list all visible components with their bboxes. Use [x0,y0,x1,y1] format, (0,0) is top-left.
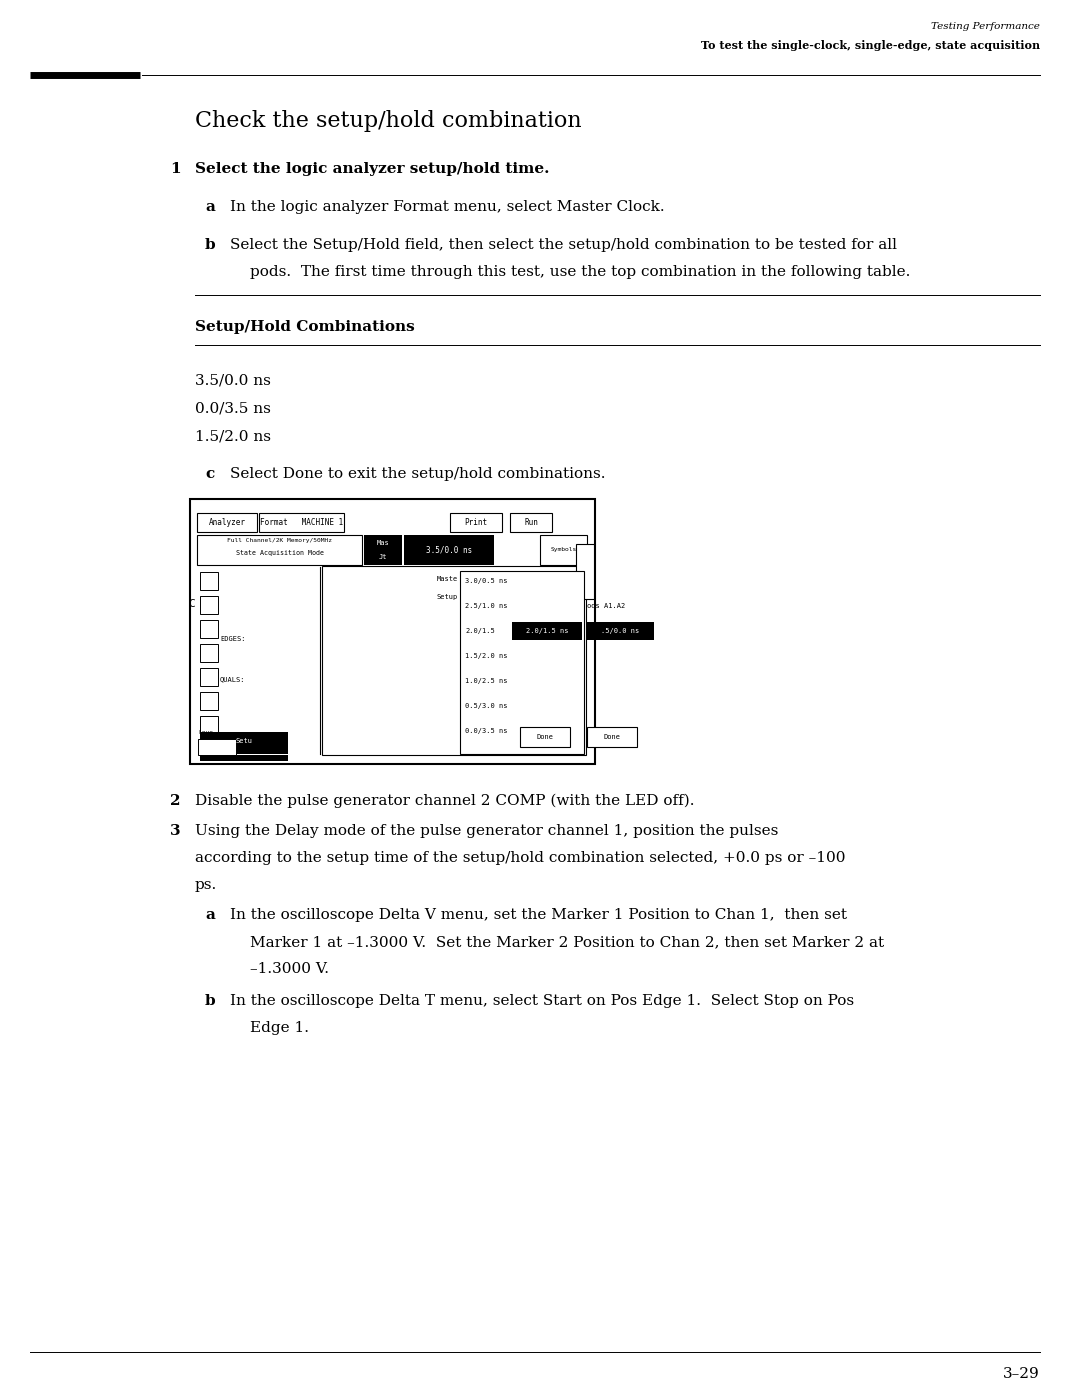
Text: State Acquisition Mode: State Acquisition Mode [235,550,324,556]
Bar [510,513,552,532]
Bar [322,566,586,754]
Bar [200,754,288,761]
Bar [198,739,237,754]
Bar [259,513,345,532]
Bar [200,620,218,638]
Text: Select the Setup/Hold field, then select the setup/hold combination to be tested: Select the Setup/Hold field, then select… [230,237,897,251]
Text: Setup: Setup [436,594,458,599]
Text: Done: Done [537,733,553,740]
Text: according to the setup time of the setup/hold combination selected, +0.0 ps or –: according to the setup time of the setup… [195,851,846,865]
Text: pods.  The first time through this test, use the top combination in the followin: pods. The first time through this test, … [249,265,910,279]
Text: 1.5/2.0 ns: 1.5/2.0 ns [465,652,508,659]
Text: ps.: ps. [195,877,217,893]
Text: .5/0.0 ns: .5/0.0 ns [600,629,639,634]
Text: 1: 1 [170,162,180,176]
Text: 0.0/3.5 ns: 0.0/3.5 ns [195,401,271,415]
Bar [540,535,588,564]
Text: C: C [188,599,194,609]
Text: 1.5/2.0 ns: 1.5/2.0 ns [195,429,271,443]
Text: Maste: Maste [436,576,458,583]
Text: –1.3000 V.: –1.3000 V. [249,963,329,977]
Text: Select the logic analyzer setup/hold time.: Select the logic analyzer setup/hold tim… [195,162,550,176]
Text: a: a [205,200,215,214]
Bar [364,535,402,564]
Text: 2: 2 [170,793,180,807]
Text: Setup/Hold Combinations: Setup/Hold Combinations [195,320,415,334]
Bar [200,571,218,590]
Text: Done: Done [604,733,621,740]
Text: Jt: Jt [379,555,388,560]
Text: Marker 1 at –1.3000 V.  Set the Marker 2 Position to Chan 2, then set Marker 2 a: Marker 1 at –1.3000 V. Set the Marker 2 … [249,935,885,949]
Bar [190,499,595,764]
Bar [200,717,218,733]
Text: 3.5/0.0 ns: 3.5/0.0 ns [426,545,472,555]
Text: Check the setup/hold combination: Check the setup/hold combination [195,110,582,131]
Text: 3–29: 3–29 [1003,1368,1040,1382]
Text: 2.0/1.5 ns: 2.0/1.5 ns [526,629,568,634]
Text: 3: 3 [170,824,180,838]
Text: Leve: Leve [198,731,213,735]
Text: 2.0/1.5: 2.0/1.5 [465,629,495,634]
Text: b: b [204,995,215,1009]
Text: Edge 1.: Edge 1. [249,1021,309,1035]
Text: 1.0/2.5 ns: 1.0/2.5 ns [465,678,508,685]
Text: To test the single-clock, single-edge, state acquisition: To test the single-clock, single-edge, s… [701,41,1040,52]
Text: In the oscilloscope Delta T menu, select Start on Pos Edge 1.  Select Stop on Po: In the oscilloscope Delta T menu, select… [230,995,854,1009]
Text: Print: Print [464,518,487,527]
Text: EDGES:: EDGES: [220,636,245,643]
Text: Analyzer: Analyzer [208,518,245,527]
Bar [450,513,502,532]
Text: c: c [206,467,215,481]
Bar [460,571,584,754]
Bar [200,692,218,710]
Bar [197,513,257,532]
Text: 0.0/3.5 ns: 0.0/3.5 ns [465,728,508,733]
Text: Testing Performance: Testing Performance [931,22,1040,31]
Text: Setu: Setu [235,738,253,745]
Bar [197,535,362,564]
Text: Run: Run [524,518,538,527]
Bar [576,543,594,599]
Text: In the oscilloscope Delta V menu, set the Marker 1 Position to Chan 1,  then set: In the oscilloscope Delta V menu, set th… [230,908,847,922]
Bar [586,622,654,640]
Bar [512,622,582,640]
Text: Format   MACHINE 1: Format MACHINE 1 [260,518,343,527]
Text: 2.5/1.0 ns: 2.5/1.0 ns [465,604,508,609]
Text: Mas: Mas [377,541,390,546]
Text: 0.5/3.0 ns: 0.5/3.0 ns [465,703,508,710]
Text: Select Done to exit the setup/hold combinations.: Select Done to exit the setup/hold combi… [230,467,606,481]
Text: Using the Delay mode of the pulse generator channel 1, position the pulses: Using the Delay mode of the pulse genera… [195,824,779,838]
Bar [404,535,494,564]
Bar [200,597,218,615]
Text: 3.5/0.0 ns: 3.5/0.0 ns [195,373,271,387]
Text: Full Channel/2K Memory/50MHz: Full Channel/2K Memory/50MHz [227,538,332,543]
Bar [200,668,218,686]
Bar [519,726,570,747]
Text: In the logic analyzer Format menu, select Master Clock.: In the logic analyzer Format menu, selec… [230,200,664,214]
Bar [588,726,637,747]
Text: Disable the pulse generator channel 2 COMP (with the LED off).: Disable the pulse generator channel 2 CO… [195,793,694,809]
Text: QUALS:: QUALS: [220,676,245,682]
Text: Symbols: Symbols [551,548,577,552]
Text: a: a [205,908,215,922]
Bar [200,644,218,662]
Text: 3.0/0.5 ns: 3.0/0.5 ns [465,578,508,584]
Text: b: b [204,237,215,251]
Text: ods A1.A2: ods A1.A2 [588,604,625,609]
Bar [200,732,288,754]
